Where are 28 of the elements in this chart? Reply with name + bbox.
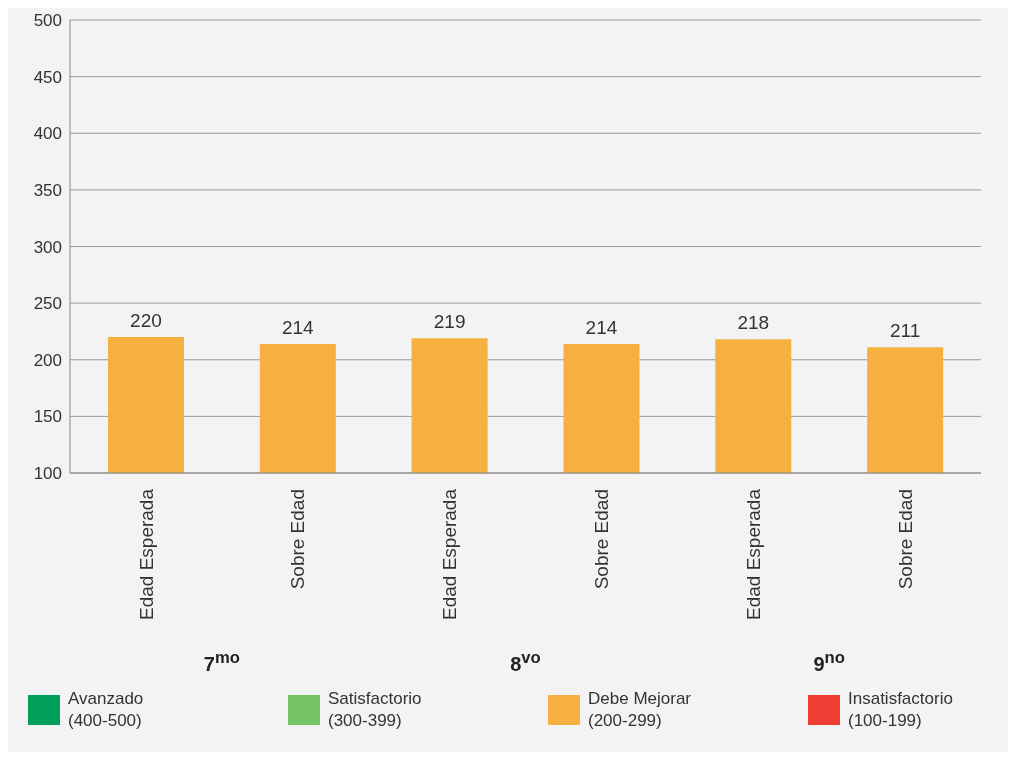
data-label: 211: [889, 320, 921, 342]
data-label: 214: [585, 316, 618, 338]
text: 8$^{vo}$: [509, 648, 542, 677]
x-tick-label: Sobre Edad: [894, 489, 916, 590]
y-tick-label: 250: [33, 294, 62, 314]
x-tick-label: Edad Esperada: [135, 488, 157, 620]
x-tick-label: Sobre Edad: [591, 489, 613, 590]
legend-label: Insatisfactorio (100-199): [848, 689, 953, 730]
legend-label: Avanzado (400-500): [68, 689, 144, 730]
legend-label: Satisfactorio (300-399): [328, 689, 422, 730]
y-tick-label: 350: [33, 180, 62, 200]
y-tick-label: 150: [33, 407, 62, 427]
data-label: 214: [281, 316, 315, 338]
y-tick-label: 300: [33, 237, 62, 257]
data-label: 218: [737, 312, 770, 334]
x-tick-label: Edad Esperada: [742, 488, 764, 620]
y-tick-label: 400: [33, 124, 62, 144]
data-label: 219: [433, 311, 466, 333]
y-tick-label: 500: [33, 11, 62, 31]
text: 9$^{no}$: [812, 648, 846, 677]
y-tick-label: 100: [33, 464, 62, 484]
data-label: 220: [130, 310, 162, 332]
y-tick-label: 200: [33, 350, 62, 370]
x-tick-label: Edad Esperada: [439, 488, 461, 620]
legend-label: Debe Mejorar (200-299): [588, 689, 691, 730]
x-tick-label: Sobre Edad: [287, 489, 309, 590]
text: 7$^{mo}$: [202, 648, 241, 677]
y-tick-label: 450: [33, 67, 62, 87]
